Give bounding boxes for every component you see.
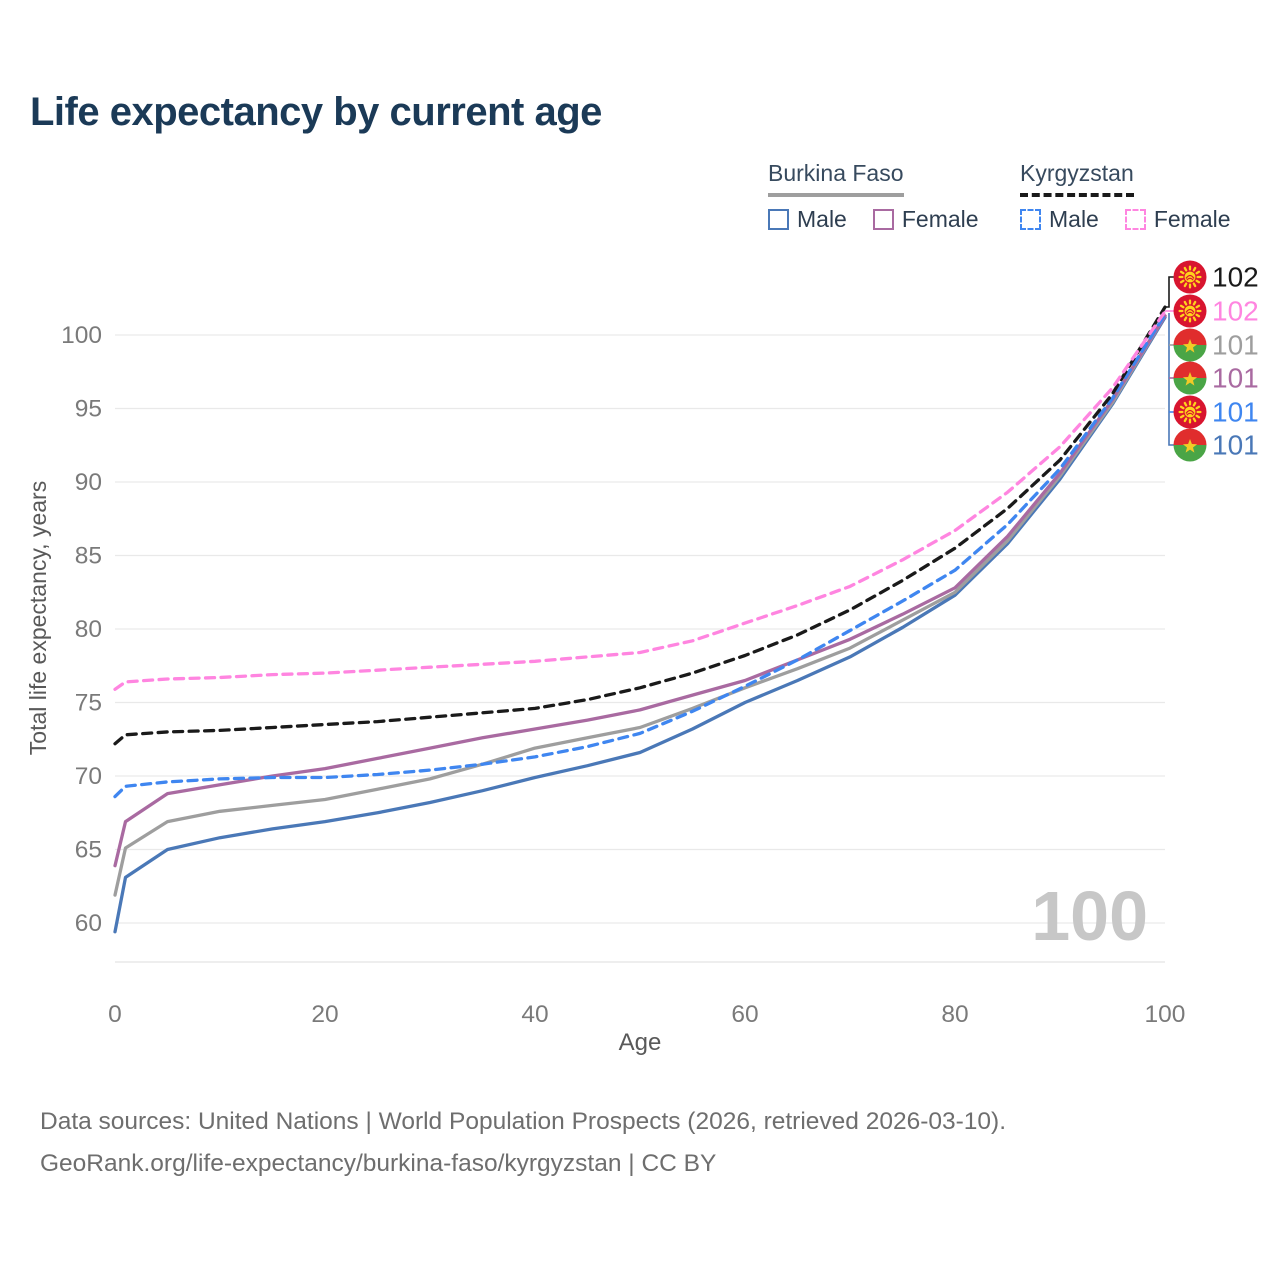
y-tick-label: 70	[75, 763, 102, 790]
line-kyrgyzstan-male[interactable]	[113, 312, 1167, 799]
legend-country-kyrgyzstan[interactable]: Kyrgyzstan	[1020, 160, 1134, 197]
x-tick-label: 20	[311, 1001, 338, 1028]
page-title: Life expectancy by current age	[30, 90, 602, 134]
legend-item-label: Female	[1153, 206, 1231, 232]
end-label-value: 102	[1212, 296, 1259, 327]
line-kyrgyzstan-female[interactable]	[113, 309, 1167, 691]
line-swatch-icon	[1124, 209, 1146, 230]
footer-data-sources: Data sources: United Nations | World Pop…	[40, 1108, 1007, 1135]
x-tick-label: 60	[731, 1001, 758, 1028]
legend-country-burkina-faso[interactable]: Burkina Faso	[768, 160, 904, 197]
watermark-age: 100	[1031, 877, 1148, 955]
end-label-burkina-faso-female: 101	[1173, 361, 1259, 395]
y-tick-label: 100	[61, 322, 102, 349]
flag-burkina-faso-icon	[1173, 361, 1207, 395]
legend-item-burkina-faso-female[interactable]: Female	[872, 206, 979, 233]
flag-kyrgyzstan-icon	[1173, 395, 1207, 429]
end-label-kyrgyzstan-male: 101	[1173, 395, 1259, 429]
legend-item-label: Female	[901, 206, 979, 232]
line-burkina-faso-both-sexes[interactable]	[113, 314, 1167, 897]
legend-group-kyrgyzstan: Kyrgyzstan Male Female	[1020, 160, 1231, 233]
x-tick-label: 0	[108, 1001, 122, 1028]
x-tick-label: 80	[941, 1001, 968, 1028]
legend-item-label: Male	[1049, 206, 1099, 232]
end-label-value: 101	[1212, 430, 1259, 461]
end-label-kyrgyzstan-female: 102	[1173, 294, 1259, 328]
end-label-burkina-faso-both-sexes: 101	[1173, 328, 1259, 362]
footer-georank-url: GeoRank.org/life-expectancy/burkina-faso…	[40, 1150, 717, 1177]
line-swatch-icon	[872, 209, 894, 230]
y-tick-label: 75	[75, 690, 102, 717]
flag-burkina-faso-icon	[1173, 428, 1207, 462]
legend-item-label: Male	[797, 206, 847, 232]
y-tick-label: 85	[75, 543, 102, 570]
end-label-kyrgyzstan-both-sexes: 102	[1173, 260, 1259, 294]
y-tick-label: 60	[75, 910, 102, 937]
legend-group-burkina-faso: Burkina Faso Male Female	[768, 160, 979, 233]
flag-kyrgyzstan-icon	[1173, 260, 1207, 294]
x-tick-label: 100	[1145, 1001, 1186, 1028]
end-label-leader-line	[1165, 276, 1174, 308]
y-tick-label: 80	[75, 616, 102, 643]
line-kyrgyzstan-both-sexes[interactable]	[113, 305, 1167, 746]
end-label-value: 101	[1212, 363, 1259, 394]
flag-burkina-faso-icon	[1173, 328, 1207, 362]
line-swatch-icon	[1020, 209, 1041, 230]
end-label-value: 102	[1212, 262, 1259, 293]
end-label-leader-line	[1168, 313, 1174, 446]
y-tick-label: 95	[75, 396, 102, 423]
line-burkina-faso-male[interactable]	[113, 315, 1167, 934]
end-label-value: 101	[1212, 330, 1259, 361]
line-swatch-icon	[768, 209, 789, 230]
legend-item-burkina-faso-male[interactable]: Male	[768, 206, 847, 233]
y-axis-title: Total life expectancy, years	[25, 481, 51, 755]
x-tick-label: 40	[521, 1001, 548, 1028]
flag-kyrgyzstan-icon	[1173, 294, 1207, 328]
end-label-value: 101	[1212, 397, 1259, 428]
legend: Burkina Faso Male Female Kyrgyzstan Male…	[0, 160, 1280, 250]
y-tick-label: 90	[75, 469, 102, 496]
y-tick-label: 65	[75, 837, 102, 864]
line-burkina-faso-female[interactable]	[113, 314, 1167, 868]
legend-item-kyrgyzstan-male[interactable]: Male	[1020, 206, 1099, 233]
end-label-burkina-faso-male: 101	[1173, 428, 1259, 462]
legend-item-kyrgyzstan-female[interactable]: Female	[1124, 206, 1231, 233]
x-axis-title: Age	[619, 1029, 662, 1056]
